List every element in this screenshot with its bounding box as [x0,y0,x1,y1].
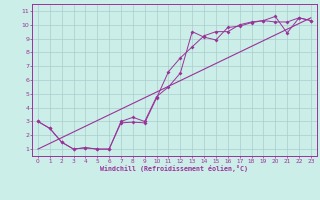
X-axis label: Windchill (Refroidissement éolien,°C): Windchill (Refroidissement éolien,°C) [100,165,248,172]
